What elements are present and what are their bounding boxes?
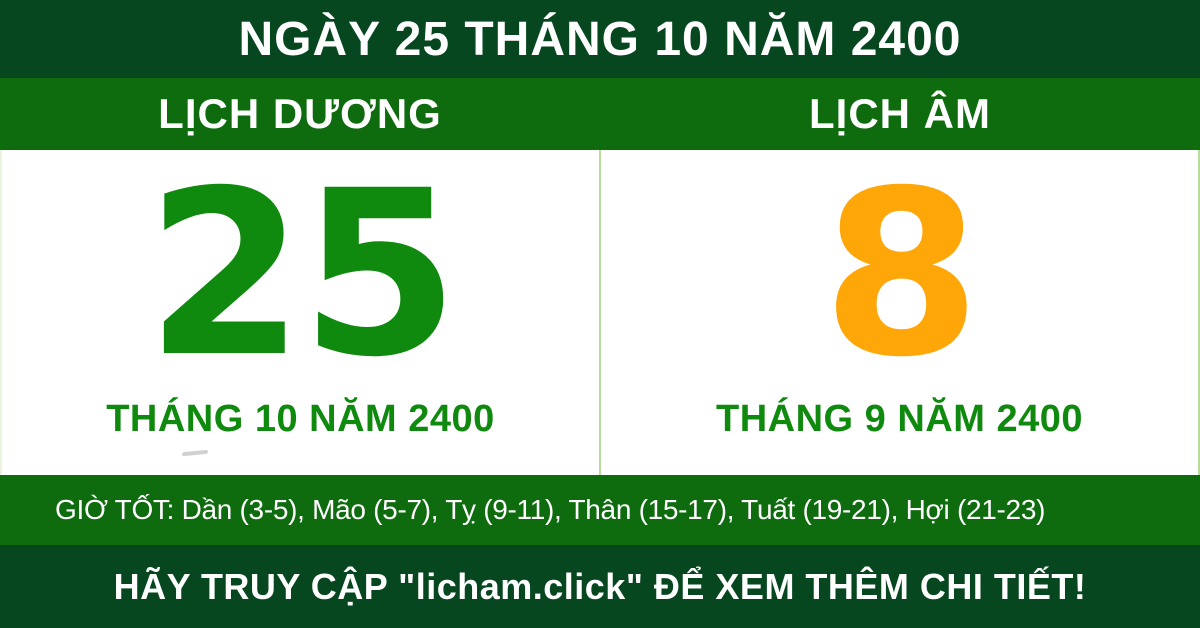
solar-day-area: 25: [145, 141, 459, 407]
lunar-day-area: 8: [822, 141, 981, 407]
dates-section: 25 THÁNG 10 NĂM 2400 8 THÁNG 9 NĂM 2400: [0, 150, 1200, 475]
footer-banner: HÃY TRUY CẬP "licham.click" ĐỂ XEM THÊM …: [0, 545, 1200, 628]
lunar-calendar-label: LỊCH ÂM: [809, 90, 991, 137]
solar-month-year: THÁNG 10 NĂM 2400: [106, 398, 495, 440]
lunar-month-year: THÁNG 9 NĂM 2400: [716, 398, 1083, 440]
solar-calendar-label: LỊCH DƯƠNG: [158, 90, 442, 137]
column-divider: [599, 150, 601, 475]
solar-date-panel: 25 THÁNG 10 NĂM 2400: [2, 150, 599, 475]
lunar-day-number: 8: [822, 141, 981, 407]
banner-title: NGÀY 25 THÁNG 10 NĂM 2400: [238, 12, 962, 66]
footer-text: HÃY TRUY CẬP "licham.click" ĐỂ XEM THÊM …: [113, 565, 1087, 607]
lunar-date-panel: 8 THÁNG 9 NĂM 2400: [601, 150, 1198, 475]
solar-day-number: 25: [145, 141, 459, 407]
good-hours-bar: GIỜ TỐT: Dần (3-5), Mão (5-7), Tỵ (9-11)…: [0, 475, 1200, 545]
date-banner: NGÀY 25 THÁNG 10 NĂM 2400: [0, 0, 1200, 78]
calendar-type-bar: LỊCH DƯƠNG LỊCH ÂM: [0, 78, 1200, 150]
good-hours-text: GIỜ TỐT: Dần (3-5), Mão (5-7), Tỵ (9-11)…: [55, 494, 1046, 525]
